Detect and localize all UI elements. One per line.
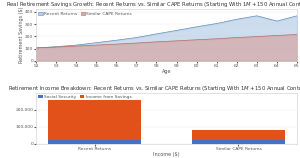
Legend: Recent Returns, Similar CAPE Returns: Recent Returns, Similar CAPE Returns xyxy=(37,11,133,17)
Bar xyxy=(48,140,141,144)
X-axis label: Age: Age xyxy=(162,69,171,74)
X-axis label: Income ($): Income ($) xyxy=(153,152,180,157)
Y-axis label: Retirement Savings ($): Retirement Savings ($) xyxy=(19,7,24,63)
Bar xyxy=(48,100,141,140)
Bar xyxy=(192,130,285,140)
Title: Retirement Income Breakdown: Recent Returns vs. Similar CAPE Returns (Starting W: Retirement Income Breakdown: Recent Retu… xyxy=(8,84,300,93)
Legend: Social Security, Income from Savings: Social Security, Income from Savings xyxy=(37,94,132,100)
Title: Real Retirement Savings Growth: Recent Returns vs. Similar CAPE Returns (Startin: Real Retirement Savings Growth: Recent R… xyxy=(6,0,300,9)
Bar xyxy=(192,140,285,144)
